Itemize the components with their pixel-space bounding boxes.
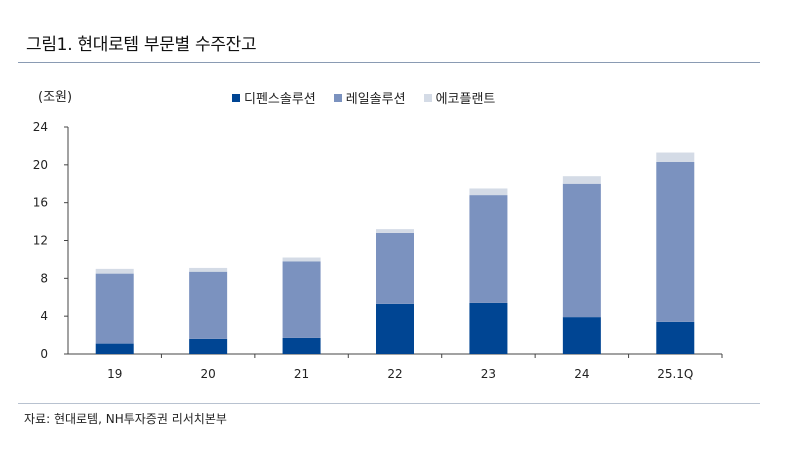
legend-item-defense: 디펜스솔루션 [232, 88, 316, 107]
bar-segment-eco [282, 257, 321, 262]
y-tick-label: 24 [33, 120, 48, 134]
bar-segment-defense [469, 302, 508, 354]
bar-segment-rail [189, 271, 228, 339]
bar-segment-defense [376, 303, 414, 354]
bar-segment-rail [376, 232, 414, 304]
x-tick-label: 19 [107, 367, 122, 381]
title-bar: 그림1. 현대로템 부문별 수주잔고 [18, 22, 760, 63]
bar-segment-defense [189, 338, 228, 354]
y-tick-label: 12 [33, 234, 48, 248]
bar-segment-eco [469, 188, 508, 196]
page-title: 그림1. 현대로템 부문별 수주잔고 [26, 35, 257, 55]
bar-segment-rail [656, 161, 695, 322]
bar-segment-rail [282, 261, 321, 338]
x-tick-label: 25.1Q [657, 367, 693, 381]
footer-divider [18, 403, 760, 404]
source-note: 자료: 현대로템, NH투자증권 리서치본부 [24, 412, 227, 426]
legend-swatch-rail [333, 93, 342, 102]
bar-segment-eco [656, 152, 695, 162]
chart-legend: 디펜스솔루션 레일솔루션 에코플랜트 [232, 88, 495, 107]
x-tick-label: 20 [201, 367, 216, 381]
legend-label-defense: 디펜스솔루션 [244, 92, 316, 107]
y-tick-label: 0 [40, 347, 48, 361]
y-tick-label: 4 [40, 309, 48, 323]
x-tick-label: 21 [294, 367, 309, 381]
legend-swatch-eco [423, 93, 432, 102]
bar-segment-rail [95, 273, 134, 344]
bar-segment-eco [562, 176, 601, 184]
bar-segment-defense [282, 337, 321, 354]
legend-swatch-defense [232, 93, 240, 102]
legend-label-rail: 레일솔루션 [345, 92, 406, 107]
legend-item-rail: 레일솔루션 [333, 88, 406, 107]
bar-segment-rail [469, 195, 508, 303]
y-axis-unit-label: (조원) [38, 90, 73, 105]
bar-segment-eco [376, 229, 414, 233]
x-tick-label: 24 [574, 367, 589, 381]
y-tick-label: 20 [33, 158, 48, 172]
bar-segment-defense [656, 321, 695, 354]
bar-segment-rail [562, 183, 601, 318]
y-tick-label: 8 [40, 271, 48, 285]
legend-label-eco: 에코플랜트 [435, 92, 496, 107]
x-tick-label: 22 [387, 367, 402, 381]
bar-segment-defense [562, 317, 601, 354]
bar-segment-defense [95, 343, 134, 354]
y-tick-label: 16 [33, 196, 48, 210]
legend-item-eco: 에코플랜트 [423, 88, 496, 107]
bar-segment-eco [95, 268, 134, 274]
x-tick-label: 23 [481, 367, 496, 381]
bar-segment-eco [189, 267, 228, 272]
